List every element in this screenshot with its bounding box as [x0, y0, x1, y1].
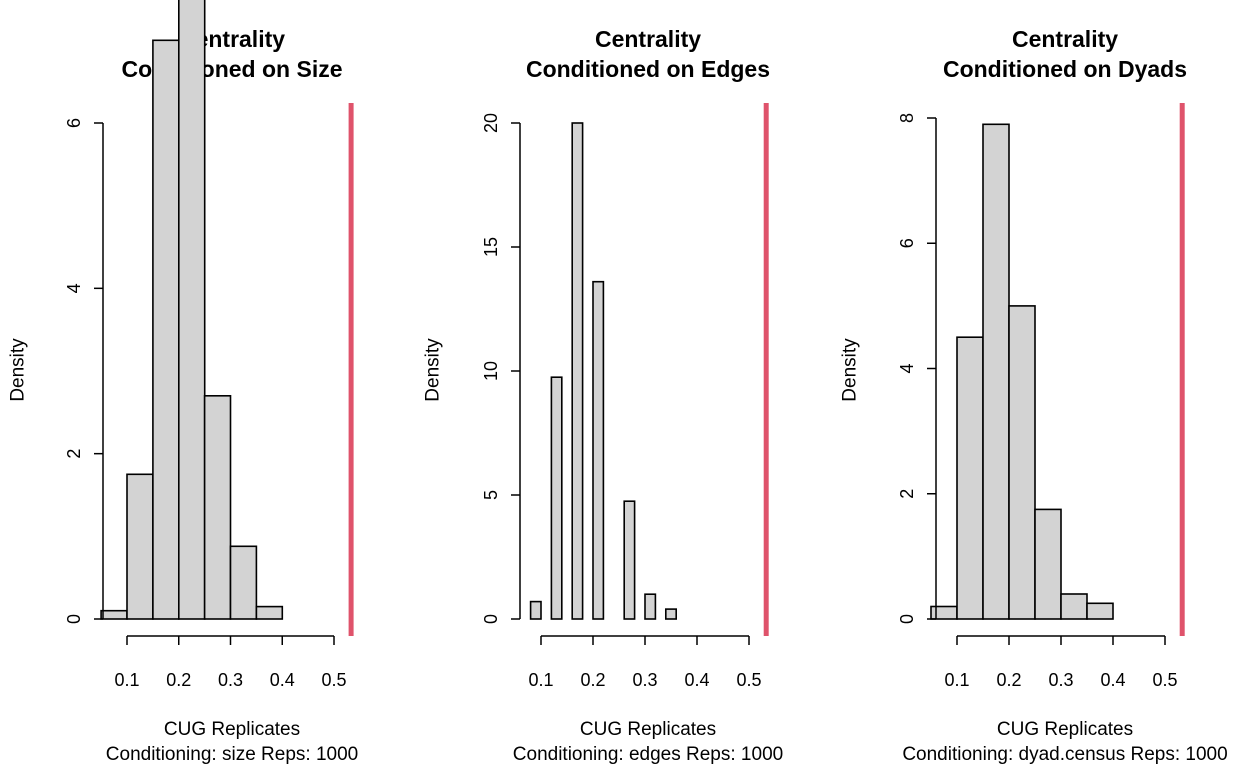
x-axis-label: CUG Replicates: [997, 719, 1133, 740]
chart-subtitle: Conditioned on Edges: [526, 56, 770, 82]
y-tick-label: 2: [897, 489, 917, 499]
x-axis-caption: Conditioning: size Reps: 1000: [106, 744, 358, 765]
y-tick-label: 0: [897, 614, 917, 624]
histogram-panel-3: Centrality Conditioned on Dyads 0.1 0.2 0.3 0…: [840, 26, 1228, 765]
y-axis-label: Density: [8, 338, 29, 402]
x-tick-label: 0.4: [684, 670, 709, 690]
histogram-bar: [529, 600, 542, 620]
histogram-bar: [126, 473, 154, 620]
y-tick-label: 15: [481, 237, 501, 257]
histogram-bar: [1086, 602, 1114, 620]
histogram-bar: [592, 280, 605, 620]
y-tick-label: 6: [64, 118, 84, 128]
histogram-bar: [178, 0, 206, 620]
y-tick-label: 5: [481, 490, 501, 500]
x-tick-label: 0.3: [218, 670, 243, 690]
histogram-bar: [930, 605, 958, 620]
histogram-bars: [529, 122, 677, 620]
histogram-bar: [203, 394, 232, 620]
y-tick-label: 0: [64, 614, 84, 624]
histogram-panel-2: Centrality Conditioned on Edges 0.1 0.2 0.3 0…: [423, 26, 784, 765]
x-tick-label: 0.1: [114, 670, 139, 690]
histogram-bar: [255, 605, 284, 620]
x-tick-label: 0.2: [996, 670, 1021, 690]
y-tick-label: 0: [481, 614, 501, 624]
x-tick-label: 0.1: [944, 670, 969, 690]
x-tick-label: 0.3: [632, 670, 657, 690]
x-tick-label: 0.1: [528, 670, 553, 690]
x-tick-label: 0.5: [1152, 670, 1177, 690]
histogram-bar: [956, 336, 984, 620]
chart-title: Centrality: [595, 26, 701, 52]
x-tick-label: 0.4: [270, 670, 295, 690]
x-tick-label: 0.2: [580, 670, 605, 690]
y-axis-label: Density: [423, 338, 444, 402]
x-axis-caption: Conditioning: edges Reps: 1000: [513, 744, 783, 765]
x-tick-label: 0.5: [736, 670, 761, 690]
y-tick-label: 10: [481, 361, 501, 381]
y-axis-label: Density: [840, 338, 861, 402]
chart-title: Centrality: [1012, 26, 1118, 52]
histogram-bar: [982, 123, 1010, 620]
histogram-bar: [229, 545, 258, 620]
y-tick-label: 4: [897, 363, 917, 373]
x-axis-caption: Conditioning: dyad.census Reps: 1000: [902, 744, 1227, 765]
histogram-bars: [100, 0, 284, 620]
histogram-bar: [644, 593, 657, 620]
y-tick-label: 8: [897, 113, 917, 123]
histogram-bar: [1034, 508, 1062, 620]
histogram-bar: [571, 122, 584, 620]
histogram-bars: [930, 123, 1114, 620]
x-axis-label: CUG Replicates: [580, 719, 716, 740]
histogram-bar: [664, 608, 677, 620]
histogram-bar: [152, 39, 180, 620]
y-tick-label: 4: [64, 283, 84, 293]
x-tick-label: 0.2: [166, 670, 191, 690]
histogram-bar: [1008, 305, 1036, 620]
x-tick-label: 0.4: [1100, 670, 1125, 690]
histogram-bar: [1060, 593, 1088, 620]
y-tick-label: 20: [481, 113, 501, 133]
y-tick-label: 2: [64, 449, 84, 459]
y-tick-label: 6: [897, 238, 917, 248]
chart-subtitle: Conditioned on Dyads: [943, 56, 1187, 82]
histogram-bar: [100, 609, 128, 620]
x-tick-label: 0.3: [1048, 670, 1073, 690]
histogram-bar: [550, 376, 563, 620]
x-axis-label: CUG Replicates: [164, 719, 300, 740]
x-tick-label: 0.5: [321, 670, 346, 690]
histogram-bar: [623, 500, 636, 620]
